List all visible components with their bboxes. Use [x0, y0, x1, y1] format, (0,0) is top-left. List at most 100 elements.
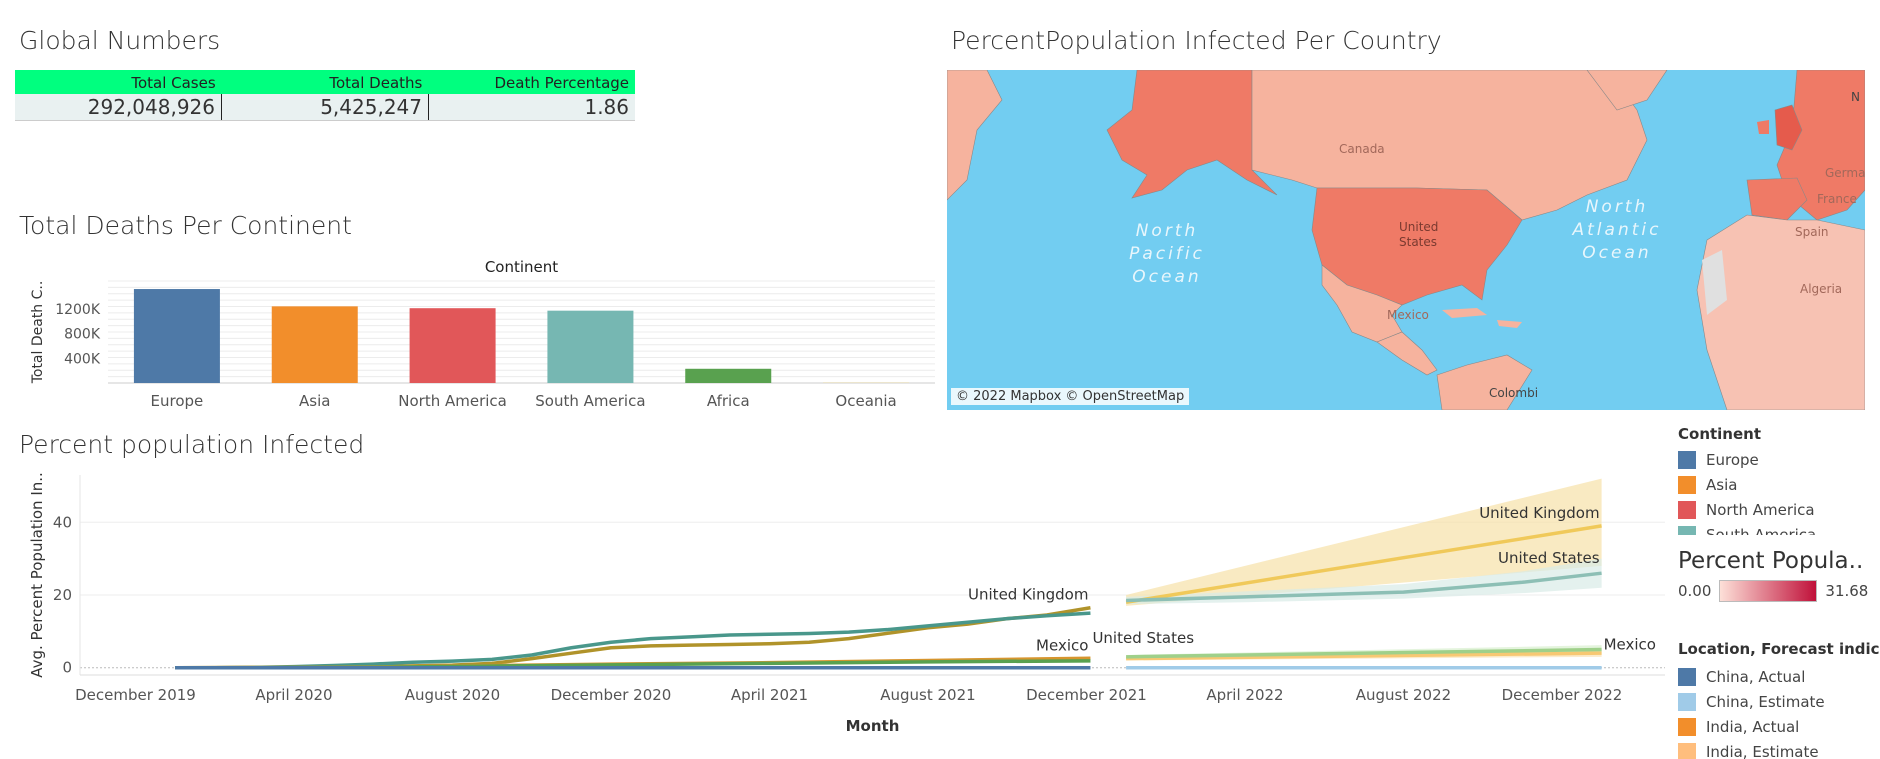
map-label-us-1: United: [1399, 220, 1439, 234]
percent-legend-max: 31.68: [1825, 582, 1869, 600]
bar-x-tick-label: North America: [398, 392, 507, 410]
bar-y-tick-label: 800K: [64, 327, 101, 343]
line-x-tick-label: April 2021: [731, 686, 808, 704]
legend-swatch: [1678, 742, 1696, 759]
continent-legend-item-asia[interactable]: Asia: [1678, 472, 1878, 497]
percent-legend-min: 0.00: [1678, 582, 1712, 600]
bar-x-tick-label: Oceania: [835, 392, 896, 410]
legend-swatch: [1678, 667, 1696, 686]
percent-legend-gradient: [1719, 580, 1818, 602]
bar-south-america[interactable]: [547, 310, 634, 383]
line-x-tick-label: August 2022: [1356, 686, 1451, 704]
line-x-tick-label: December 2020: [551, 686, 672, 704]
legend-label: China, Estimate: [1706, 692, 1825, 711]
map-country-canada[interactable]: [1251, 70, 1648, 221]
line-x-tick-label: April 2022: [1206, 686, 1283, 704]
legend-swatch: [1678, 525, 1696, 535]
bar-y-tick-label: 1200K: [55, 302, 101, 318]
line-y-tick-label: 40: [53, 513, 72, 531]
map-country-greenland[interactable]: [1586, 70, 1668, 111]
header-total-cases[interactable]: Total Cases: [131, 74, 216, 92]
forecast-line-mexico[interactable]: [1126, 647, 1602, 659]
map-label-pacific: North Pacific Ocean: [1129, 221, 1205, 287]
percent-legend: Percent Popula.. 0.00 31.68: [1678, 548, 1878, 602]
line-x-tick-label: December 2019: [75, 686, 196, 704]
legend-label: China, Actual: [1706, 667, 1806, 686]
map-label-spain: Spain: [1795, 225, 1829, 239]
map-canvas[interactable]: [947, 70, 1865, 410]
value-total-deaths[interactable]: 5,425,247: [222, 94, 429, 120]
line-annotation-united-kingdom: United Kingdom: [1479, 504, 1599, 522]
bar-x-tick-label: Africa: [707, 392, 750, 410]
bar-africa[interactable]: [685, 368, 772, 383]
legend-swatch: [1678, 717, 1696, 736]
map-label-atlantic: North Atlantic Ocean: [1572, 197, 1662, 263]
line-annotation-united-states: United States: [1092, 629, 1194, 647]
line-y-tick-label: 20: [53, 586, 72, 604]
bar-x-tick-label: Europe: [151, 392, 204, 410]
line-x-tick-label: December 2022: [1502, 686, 1623, 704]
forecast-line-united-kingdom[interactable]: [1125, 524, 1602, 605]
map-island-cuba: [1442, 308, 1487, 318]
continent-legend-item-south-america[interactable]: South America: [1678, 522, 1878, 535]
line-x-tick-label: April 2020: [255, 686, 332, 704]
legend-swatch: [1678, 692, 1696, 711]
continent-legend-item-north-america[interactable]: North America: [1678, 497, 1878, 522]
legend-label: Europe: [1706, 450, 1759, 469]
bar-europe[interactable]: [133, 289, 220, 383]
continent-legend-title: Continent: [1678, 425, 1762, 443]
continent-legend-item-europe[interactable]: Europe: [1678, 447, 1878, 472]
map-label-us-2: States: [1399, 235, 1438, 249]
line-annotation-mexico: Mexico: [1604, 636, 1656, 654]
map-attribution[interactable]: © 2022 Mapbox © OpenStreetMap: [951, 388, 1190, 405]
legend-label: South America: [1706, 525, 1817, 536]
bar-x-tick-label: South America: [535, 392, 645, 410]
bar-north-america[interactable]: [409, 308, 496, 383]
location-legend-item-india-actual[interactable]: India, Actual: [1678, 714, 1880, 739]
map-label-north-edge: N: [1851, 90, 1860, 104]
line-x-tick-label: December 2021: [1026, 686, 1147, 704]
location-legend-item-china-estimate[interactable]: China, Estimate: [1678, 689, 1880, 714]
map-country-spain[interactable]: [1746, 177, 1808, 221]
map-label-algeria: Algeria: [1800, 282, 1843, 296]
line-x-tick-label: August 2021: [880, 686, 975, 704]
map-central-america[interactable]: [1376, 331, 1438, 376]
map-island-hispaniola: [1497, 320, 1522, 328]
map-country-south-america[interactable]: [1436, 354, 1533, 410]
map-label-france: France: [1817, 192, 1857, 206]
map-region-africa[interactable]: [1696, 214, 1865, 410]
location-legend-item-china-actual[interactable]: China, Actual: [1678, 664, 1880, 689]
map-label-germany: Germar: [1825, 166, 1865, 180]
forecast-line-india[interactable]: [1126, 651, 1602, 661]
map-label-colombia: Colombi: [1489, 386, 1539, 400]
map-country-alaska[interactable]: [1106, 70, 1278, 199]
bar-y-axis-label: Total Death C..: [30, 281, 46, 385]
bar-asia[interactable]: [271, 306, 358, 383]
map-country-uk[interactable]: [1774, 104, 1803, 151]
header-total-deaths[interactable]: Total Deaths: [329, 74, 423, 92]
legend-swatch: [1678, 500, 1696, 519]
map-country-russia[interactable]: [947, 70, 1003, 201]
map-view[interactable]: Canada United States Mexico Colombi Alge…: [947, 70, 1865, 410]
percent-line-chart[interactable]: 0 20 40 December 2019 April 2020 August 2020 D…: [0, 465, 1670, 759]
map-country-ireland: [1757, 120, 1769, 134]
location-legend-item-india-estimate[interactable]: India, Estimate: [1678, 739, 1880, 759]
deaths-bar-chart[interactable]: Continent 400K 800K 1200K Total Death C.. Eur…: [0, 255, 945, 415]
header-death-percentage[interactable]: Death Percentage: [494, 74, 630, 92]
legend-label: India, Actual: [1706, 717, 1800, 736]
line-annotation-mexico: Mexico: [1036, 636, 1088, 654]
forecast-band-united-states: [1126, 558, 1602, 605]
continent-legend: Continent Europe Asia North America South A…: [1678, 425, 1878, 535]
legend-label: Asia: [1706, 475, 1738, 494]
percent-legend-title: Percent Popula..: [1678, 548, 1864, 574]
legend-swatch: [1678, 475, 1696, 494]
location-legend-title: Location, Forecast indicat..: [1678, 640, 1880, 658]
line-x-axis-label: Month: [846, 717, 900, 735]
value-death-percentage[interactable]: 1.86: [584, 95, 629, 119]
value-total-cases[interactable]: 292,048,926: [15, 94, 222, 120]
legend-label: North America: [1706, 500, 1815, 519]
forecast-line-united-states[interactable]: [1126, 571, 1602, 603]
line-y-tick-label: 0: [62, 659, 72, 677]
percent-chart-title: Percent population Infected: [19, 430, 365, 459]
line-y-axis-label: Avg. Percent Population In..: [28, 472, 46, 678]
